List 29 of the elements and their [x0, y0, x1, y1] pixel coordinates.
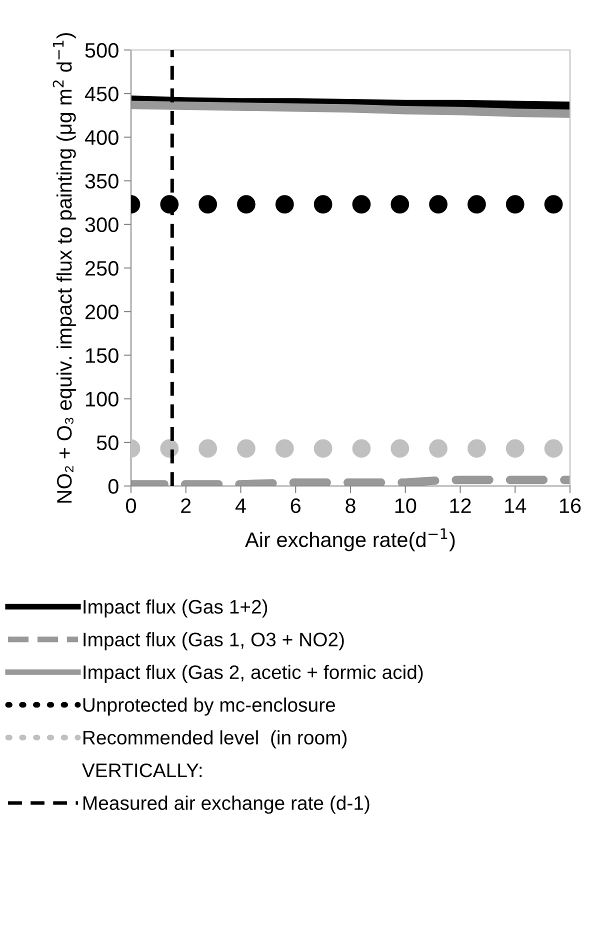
y-tick-label: 400 [84, 130, 118, 145]
x-tick-label: 6 [290, 498, 301, 514]
text: VERTICALLY: [82, 763, 202, 778]
y-tick-label: 0 [108, 479, 118, 494]
legend-label: Measured air exchange rate (d-1) [84, 796, 370, 814]
y-tick-label: 150 [86, 348, 118, 363]
y-axis-title: NO₂ + O₃ equiv. impact flux to painting (μg m$^{2}$ d$^{−1}$) [52, 33, 76, 503]
x-tick-label: 10 [395, 498, 416, 514]
y-tick-label: 500 [85, 43, 118, 58]
legend-label: Unprotected by mc-enclosure [83, 698, 336, 716]
x-tick-label: 2 [181, 498, 191, 513]
x-tick-label: 8 [346, 498, 356, 514]
y-tick-label: 350 [85, 174, 118, 189]
x-tick-label: 4 [235, 498, 246, 513]
legend-label: Impact flux (Gas 1+2) [84, 599, 268, 618]
y-tick-label: 250 [85, 261, 118, 276]
y-tick-label: 200 [85, 304, 118, 320]
y-tick-label: 450 [84, 86, 118, 102]
legend-label: Impact flux (Gas 2, acetic + formic acid) [84, 664, 423, 683]
y-tick-label: 50 [96, 435, 118, 450]
x-axis-title: Air exchange rate(d$^{−1}$) [245, 528, 455, 552]
legend-label: Impact flux (Gas 1, O3 + NO2) [84, 632, 344, 650]
x-tick-label: 14 [505, 498, 526, 513]
y-tick-label: 100 [86, 392, 118, 407]
legend-label: Recommended level (in room) [84, 730, 347, 748]
x-tick-label: 16 [560, 498, 581, 514]
y-tick-label: 300 [85, 217, 118, 232]
x-tick-label: 0 [126, 498, 136, 514]
x-tick-label: 12 [450, 498, 471, 513]
